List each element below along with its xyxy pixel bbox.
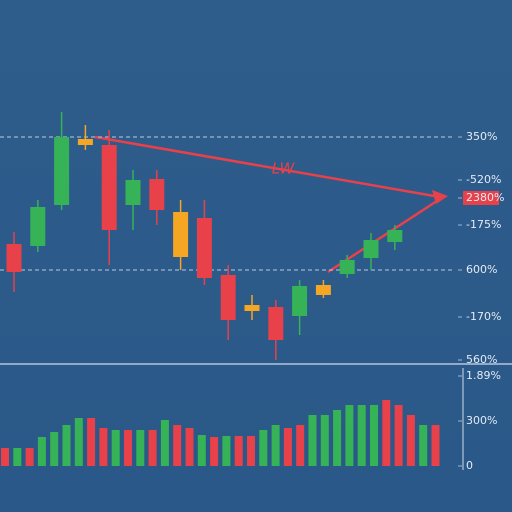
- candle-body: [101, 145, 117, 230]
- volume-bar: [74, 418, 83, 466]
- volume-bar: [333, 410, 342, 466]
- candle-body: [149, 179, 165, 210]
- candle-body: [268, 307, 284, 340]
- volume-bar: [185, 428, 194, 466]
- y-tick-label: -170%: [466, 310, 501, 323]
- candle-body: [30, 207, 46, 246]
- volume-bar: [345, 405, 354, 466]
- candle-body: [196, 218, 212, 278]
- volume-bar: [283, 428, 292, 466]
- volume-bar: [296, 425, 305, 466]
- y-tick-label: 350%: [466, 130, 497, 143]
- volume-bar: [62, 425, 71, 466]
- volume-bar: [160, 420, 169, 466]
- candle-body: [292, 286, 308, 316]
- y-tick-label: 600%: [466, 263, 497, 276]
- candle-body: [387, 230, 403, 242]
- y-tick-label: 560%: [466, 353, 497, 366]
- volume-bar: [406, 415, 415, 466]
- volume-bar: [148, 430, 157, 466]
- volume-bar: [320, 415, 329, 466]
- volume-bar: [419, 425, 428, 466]
- trend-line: [94, 135, 441, 199]
- candle-body: [173, 212, 189, 257]
- candle-body: [220, 275, 236, 320]
- volume-bar: [173, 425, 182, 466]
- candle-body: [315, 285, 331, 295]
- y-tick-label: -520%: [466, 173, 501, 186]
- volume-bar: [37, 437, 46, 466]
- volume-bar: [1, 448, 9, 466]
- y-tick-label: 0: [466, 459, 473, 472]
- annotation: LW: [272, 160, 296, 178]
- volume-bar: [13, 448, 22, 466]
- volume-bar: [50, 432, 59, 466]
- volume-bar: [247, 436, 255, 466]
- volume-bar: [234, 436, 243, 466]
- volume-bar: [25, 448, 34, 466]
- volume-bar: [271, 425, 280, 466]
- y-tick-label: 2380%: [466, 191, 504, 204]
- volume-bar: [222, 436, 231, 466]
- volume-bar: [99, 428, 108, 466]
- volume-bar: [370, 405, 378, 466]
- arrow-head: [432, 190, 448, 204]
- candle-body: [77, 139, 93, 145]
- candle-body: [339, 260, 355, 274]
- y-tick-label: -175%: [466, 218, 501, 231]
- volume-bar: [136, 430, 145, 466]
- volume-bar: [111, 430, 120, 466]
- y-tick-label: 1.89%: [466, 369, 501, 382]
- volume-bar: [382, 400, 391, 466]
- y-tick-label: 300%: [466, 414, 497, 427]
- volume-bar: [197, 435, 206, 466]
- volume-bar: [394, 405, 403, 466]
- volume-bar: [87, 418, 96, 466]
- volume-bar: [308, 415, 317, 466]
- volume-bar: [210, 437, 219, 466]
- candle-body: [244, 305, 260, 311]
- tick-highlight: [463, 191, 499, 205]
- volume-bar: [431, 425, 440, 466]
- volume-bar: [124, 430, 132, 466]
- volume-bar: [357, 405, 366, 466]
- candle-body: [54, 137, 70, 205]
- candle-body: [6, 244, 22, 272]
- volume-bar: [259, 430, 268, 466]
- candle-body: [125, 180, 141, 205]
- candle-body: [363, 240, 379, 258]
